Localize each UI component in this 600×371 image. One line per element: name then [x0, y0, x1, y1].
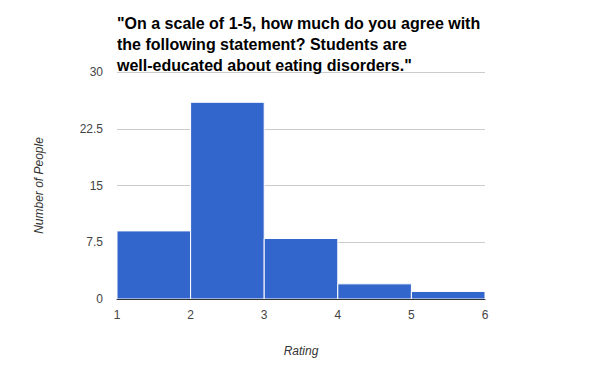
svg-text:15: 15	[90, 179, 104, 193]
svg-text:well-educated about eating dis: well-educated about eating disorders."	[116, 57, 412, 74]
svg-text:1: 1	[114, 308, 121, 322]
svg-text:Rating: Rating	[284, 344, 319, 358]
svg-text:0: 0	[96, 292, 103, 306]
svg-text:Number of People: Number of People	[32, 137, 46, 234]
svg-text:4: 4	[334, 308, 341, 322]
svg-text:2: 2	[187, 308, 194, 322]
svg-text:6: 6	[482, 308, 489, 322]
svg-text:5: 5	[408, 308, 415, 322]
svg-text:22.5: 22.5	[80, 122, 104, 136]
svg-text:30: 30	[90, 65, 104, 79]
svg-text:7.5: 7.5	[86, 235, 103, 249]
svg-text:"On a scale of 1-5, how much d: "On a scale of 1-5, how much do you agre…	[117, 15, 485, 32]
svg-text:the following statement? Stude: the following statement? Students are	[117, 36, 411, 53]
svg-text:3: 3	[261, 308, 268, 322]
